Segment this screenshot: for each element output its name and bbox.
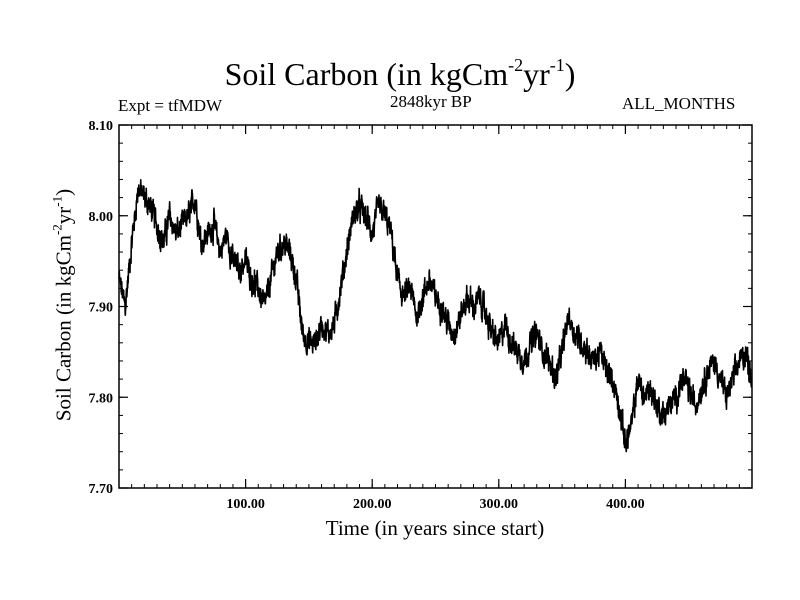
x-tick-label: 200.00 — [353, 497, 392, 512]
soil-carbon-series-line — [118, 178, 753, 453]
period-label: 2848kyr BP — [390, 92, 472, 111]
experiment-label: Expt = tfMDW — [118, 96, 223, 115]
plot-frame — [118, 124, 753, 489]
x-tick-label: 300.00 — [480, 497, 519, 512]
y-tick-label: 7.80 — [89, 391, 114, 406]
y-axis-label: Soil Carbon (in kgCm-2yr-1) — [49, 188, 76, 422]
tick-label-layer: 100.00 200.00 300.00 400.00 7.70 7.80 7.90 8.00… — [89, 119, 645, 512]
series-layer — [118, 178, 753, 453]
y-tick-label: 8.00 — [89, 210, 114, 225]
chart-title: Soil Carbon (in kgCm-2yr-1) — [224, 55, 576, 92]
x-axis-label: Time (in years since start) — [325, 516, 545, 540]
y-tick-label: 7.90 — [89, 301, 114, 316]
y-tick-label: 7.70 — [89, 482, 114, 497]
x-tick-label: 400.00 — [606, 497, 645, 512]
x-tick-label: 100.00 — [226, 497, 265, 512]
y-tick-label: 8.10 — [89, 119, 114, 134]
months-label: ALL_MONTHS — [622, 94, 736, 113]
